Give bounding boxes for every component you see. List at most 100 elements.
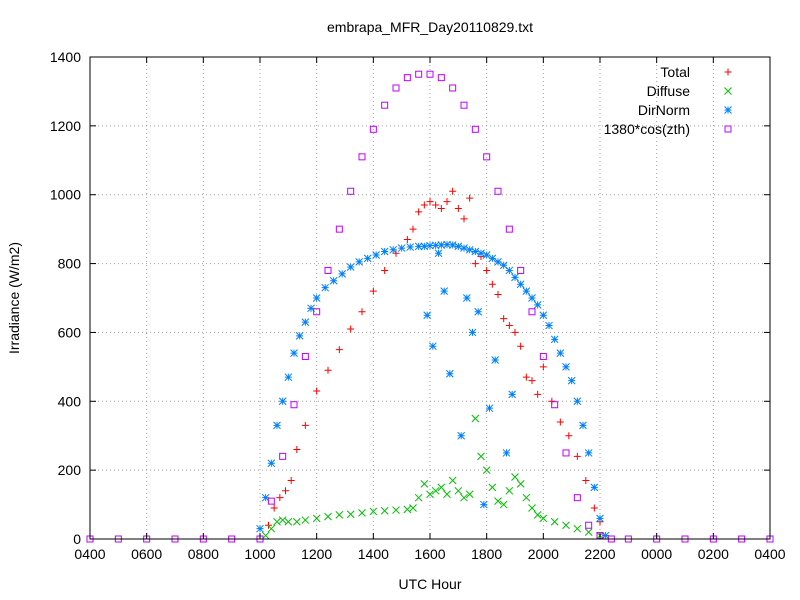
data-point [517,342,525,350]
data-point [573,397,582,406]
data-point [338,270,347,278]
data-point [454,204,462,212]
y-tick-label: 0 [73,531,81,547]
legend-label: Total [660,64,690,80]
data-point [406,243,415,251]
data-point [590,483,599,492]
data-point [443,240,451,249]
data-point [533,301,542,309]
data-point [440,287,449,295]
data-point [562,449,570,457]
data-point [479,500,488,509]
data-point [428,342,437,351]
x-tick-label: 0600 [131,546,162,562]
data-point [403,74,411,82]
data-point [409,504,417,512]
data-point [551,401,559,409]
data-point [505,266,514,275]
x-tick-label: 2200 [584,546,615,562]
data-point [494,497,502,505]
data-point [562,363,570,371]
data-point [276,494,284,502]
data-point [485,404,494,413]
data-point [454,486,463,495]
data-point [516,280,525,289]
x-tick-label: 1200 [301,546,332,562]
data-point [358,153,366,161]
data-point [499,500,508,509]
data-point [562,521,570,530]
data-point [517,266,525,274]
legend-marker [724,106,732,114]
data-point [483,266,491,274]
data-point [533,511,542,519]
y-tick-label: 200 [58,462,82,478]
data-point [380,247,389,256]
data-point [437,74,445,82]
x-tick-label: 0400 [74,546,105,562]
data-point [448,241,457,249]
data-point [380,506,389,515]
series-0 [265,187,604,529]
data-point [488,254,497,263]
data-point [335,346,343,354]
data-point [460,101,468,109]
data-point [582,476,590,484]
data-point [460,244,468,252]
data-point [346,263,355,271]
data-point [392,506,400,514]
data-point [465,490,474,499]
data-point [460,215,468,223]
data-point [590,504,598,512]
data-point [573,524,582,533]
x-tick-label: 0800 [188,546,219,562]
series-3 [86,70,774,543]
data-point [462,294,471,302]
data-point [449,187,457,195]
data-point [573,452,581,460]
data-point [550,335,559,344]
data-point [505,225,513,233]
data-point [522,287,531,295]
data-point [584,528,593,536]
data-point [313,308,321,316]
data-point [466,194,474,202]
data-point [321,283,330,292]
data-point [372,251,381,259]
data-point [522,493,531,502]
data-point [468,328,477,337]
data-point [324,266,332,274]
x-tick-label: 0000 [641,546,672,562]
data-point [545,321,553,330]
legend-label: Diffuse [647,83,691,99]
data-point [596,514,604,523]
data-point [511,273,519,282]
data-point [324,512,332,521]
data-point [426,70,434,78]
data-point [301,516,310,524]
legend: Total Diffuse DirNorm 1380*cos(zth) [604,64,732,137]
data-point [445,369,454,378]
data-point [295,332,304,340]
data-point [465,245,474,254]
data-point [278,516,287,524]
data-point [483,153,491,161]
data-point [565,432,573,440]
x-tick-label: 1800 [471,546,502,562]
data-point [511,328,519,336]
data-point [347,187,355,195]
data-point [511,473,519,481]
data-point [278,397,287,406]
data-point [279,452,287,460]
data-point [381,266,389,274]
data-point [270,504,278,512]
legend-marker [724,125,732,133]
data-point [499,261,508,270]
data-point [539,311,548,320]
data-point [431,486,440,495]
data-point [397,244,406,252]
data-point [426,198,434,206]
y-axis-label: Irradiance (W/m2) [6,242,22,354]
